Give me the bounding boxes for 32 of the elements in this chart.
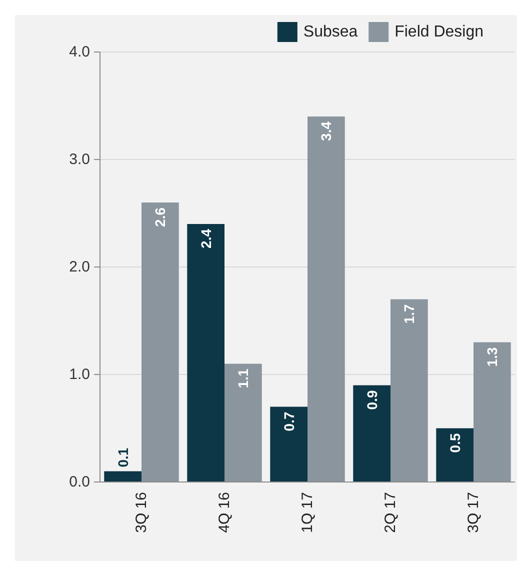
bar [436,428,474,482]
x-tick-label: 1Q 17 [299,492,316,533]
y-tick-label: 3.0 [69,151,90,168]
legend-label: Subsea [303,24,358,40]
data-label: 0.5 [446,433,463,453]
bar [308,116,345,482]
legend-label: Field Design [394,24,484,40]
x-tick-label: 4Q 16 [216,492,233,533]
data-label: 2.4 [198,228,214,248]
bar [104,471,142,482]
y-tick-label: 2.0 [69,258,90,276]
y-tick-label: 0.0 [69,474,90,490]
data-label: 1.3 [484,347,500,367]
bar [224,364,262,482]
bar [353,385,390,482]
y-tick-label: 4.0 [69,44,90,60]
x-tick-label: 3Q 16 [133,492,150,533]
x-tick-label: 3Q 17 [465,492,482,533]
data-label: 3.4 [318,121,334,141]
data-label: 0.7 [280,412,297,432]
bar [390,299,428,482]
data-label: 1.1 [235,368,252,388]
data-label: 2.6 [152,207,168,227]
x-tick-label: 2Q 17 [382,492,399,533]
data-label: 0.9 [364,390,380,410]
data-label: 1.7 [401,304,418,324]
bar [187,224,224,482]
bar [474,342,511,482]
bar [270,406,308,482]
bar [142,202,179,482]
y-tick-label: 1.0 [69,366,90,383]
data-label: 0.1 [114,448,131,468]
